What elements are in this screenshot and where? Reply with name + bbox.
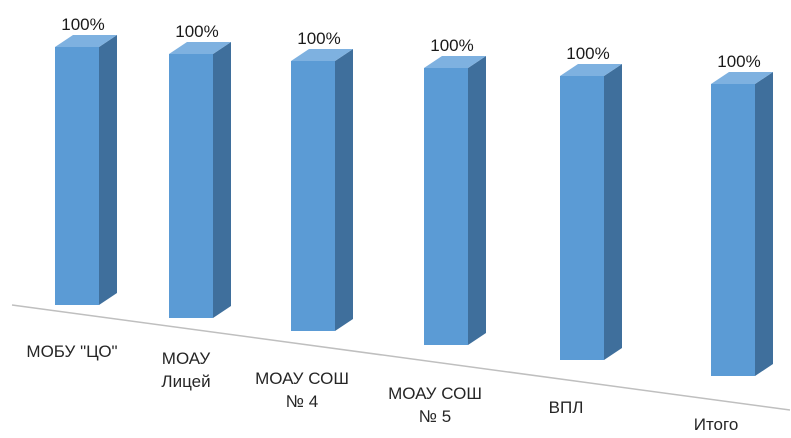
bar-side-face bbox=[468, 56, 486, 345]
bar bbox=[291, 49, 353, 331]
bar-front-face bbox=[55, 47, 99, 305]
category-label: МОАУ СОШ № 5 bbox=[388, 384, 482, 426]
category-label: МОАУ СОШ № 4 bbox=[255, 369, 349, 411]
category-label: ВПЛ bbox=[549, 398, 584, 417]
category-label: МОАУ Лицей bbox=[161, 349, 210, 391]
bar-top-face bbox=[424, 56, 486, 68]
bar bbox=[169, 42, 231, 318]
bar-side-face bbox=[604, 64, 622, 360]
bar-top-face bbox=[560, 64, 622, 76]
bar-top-face bbox=[711, 72, 773, 84]
bar-front-face bbox=[560, 76, 604, 360]
bar bbox=[711, 72, 773, 376]
data-label: 100% bbox=[61, 15, 104, 34]
bar-top-face bbox=[169, 42, 231, 54]
bar bbox=[55, 35, 117, 305]
data-label: 100% bbox=[566, 44, 609, 63]
bar bbox=[560, 64, 622, 360]
bar-front-face bbox=[291, 61, 335, 331]
bar bbox=[424, 56, 486, 345]
bar-front-face bbox=[711, 84, 755, 376]
bar-front-face bbox=[424, 68, 468, 345]
data-label: 100% bbox=[430, 36, 473, 55]
data-label: 100% bbox=[175, 22, 218, 41]
category-axis-line bbox=[11, 304, 791, 411]
bar-top-face bbox=[55, 35, 117, 47]
bar-side-face bbox=[99, 35, 117, 305]
bar-front-face bbox=[169, 54, 213, 318]
bar-side-face bbox=[335, 49, 353, 331]
category-label: Итого bbox=[694, 415, 739, 434]
data-label: 100% bbox=[717, 52, 760, 71]
bar-side-face bbox=[213, 42, 231, 318]
data-label: 100% bbox=[297, 29, 340, 48]
bar-top-face bbox=[291, 49, 353, 61]
category-label: МОБУ "ЦО" bbox=[26, 342, 117, 361]
bar-side-face bbox=[755, 72, 773, 376]
